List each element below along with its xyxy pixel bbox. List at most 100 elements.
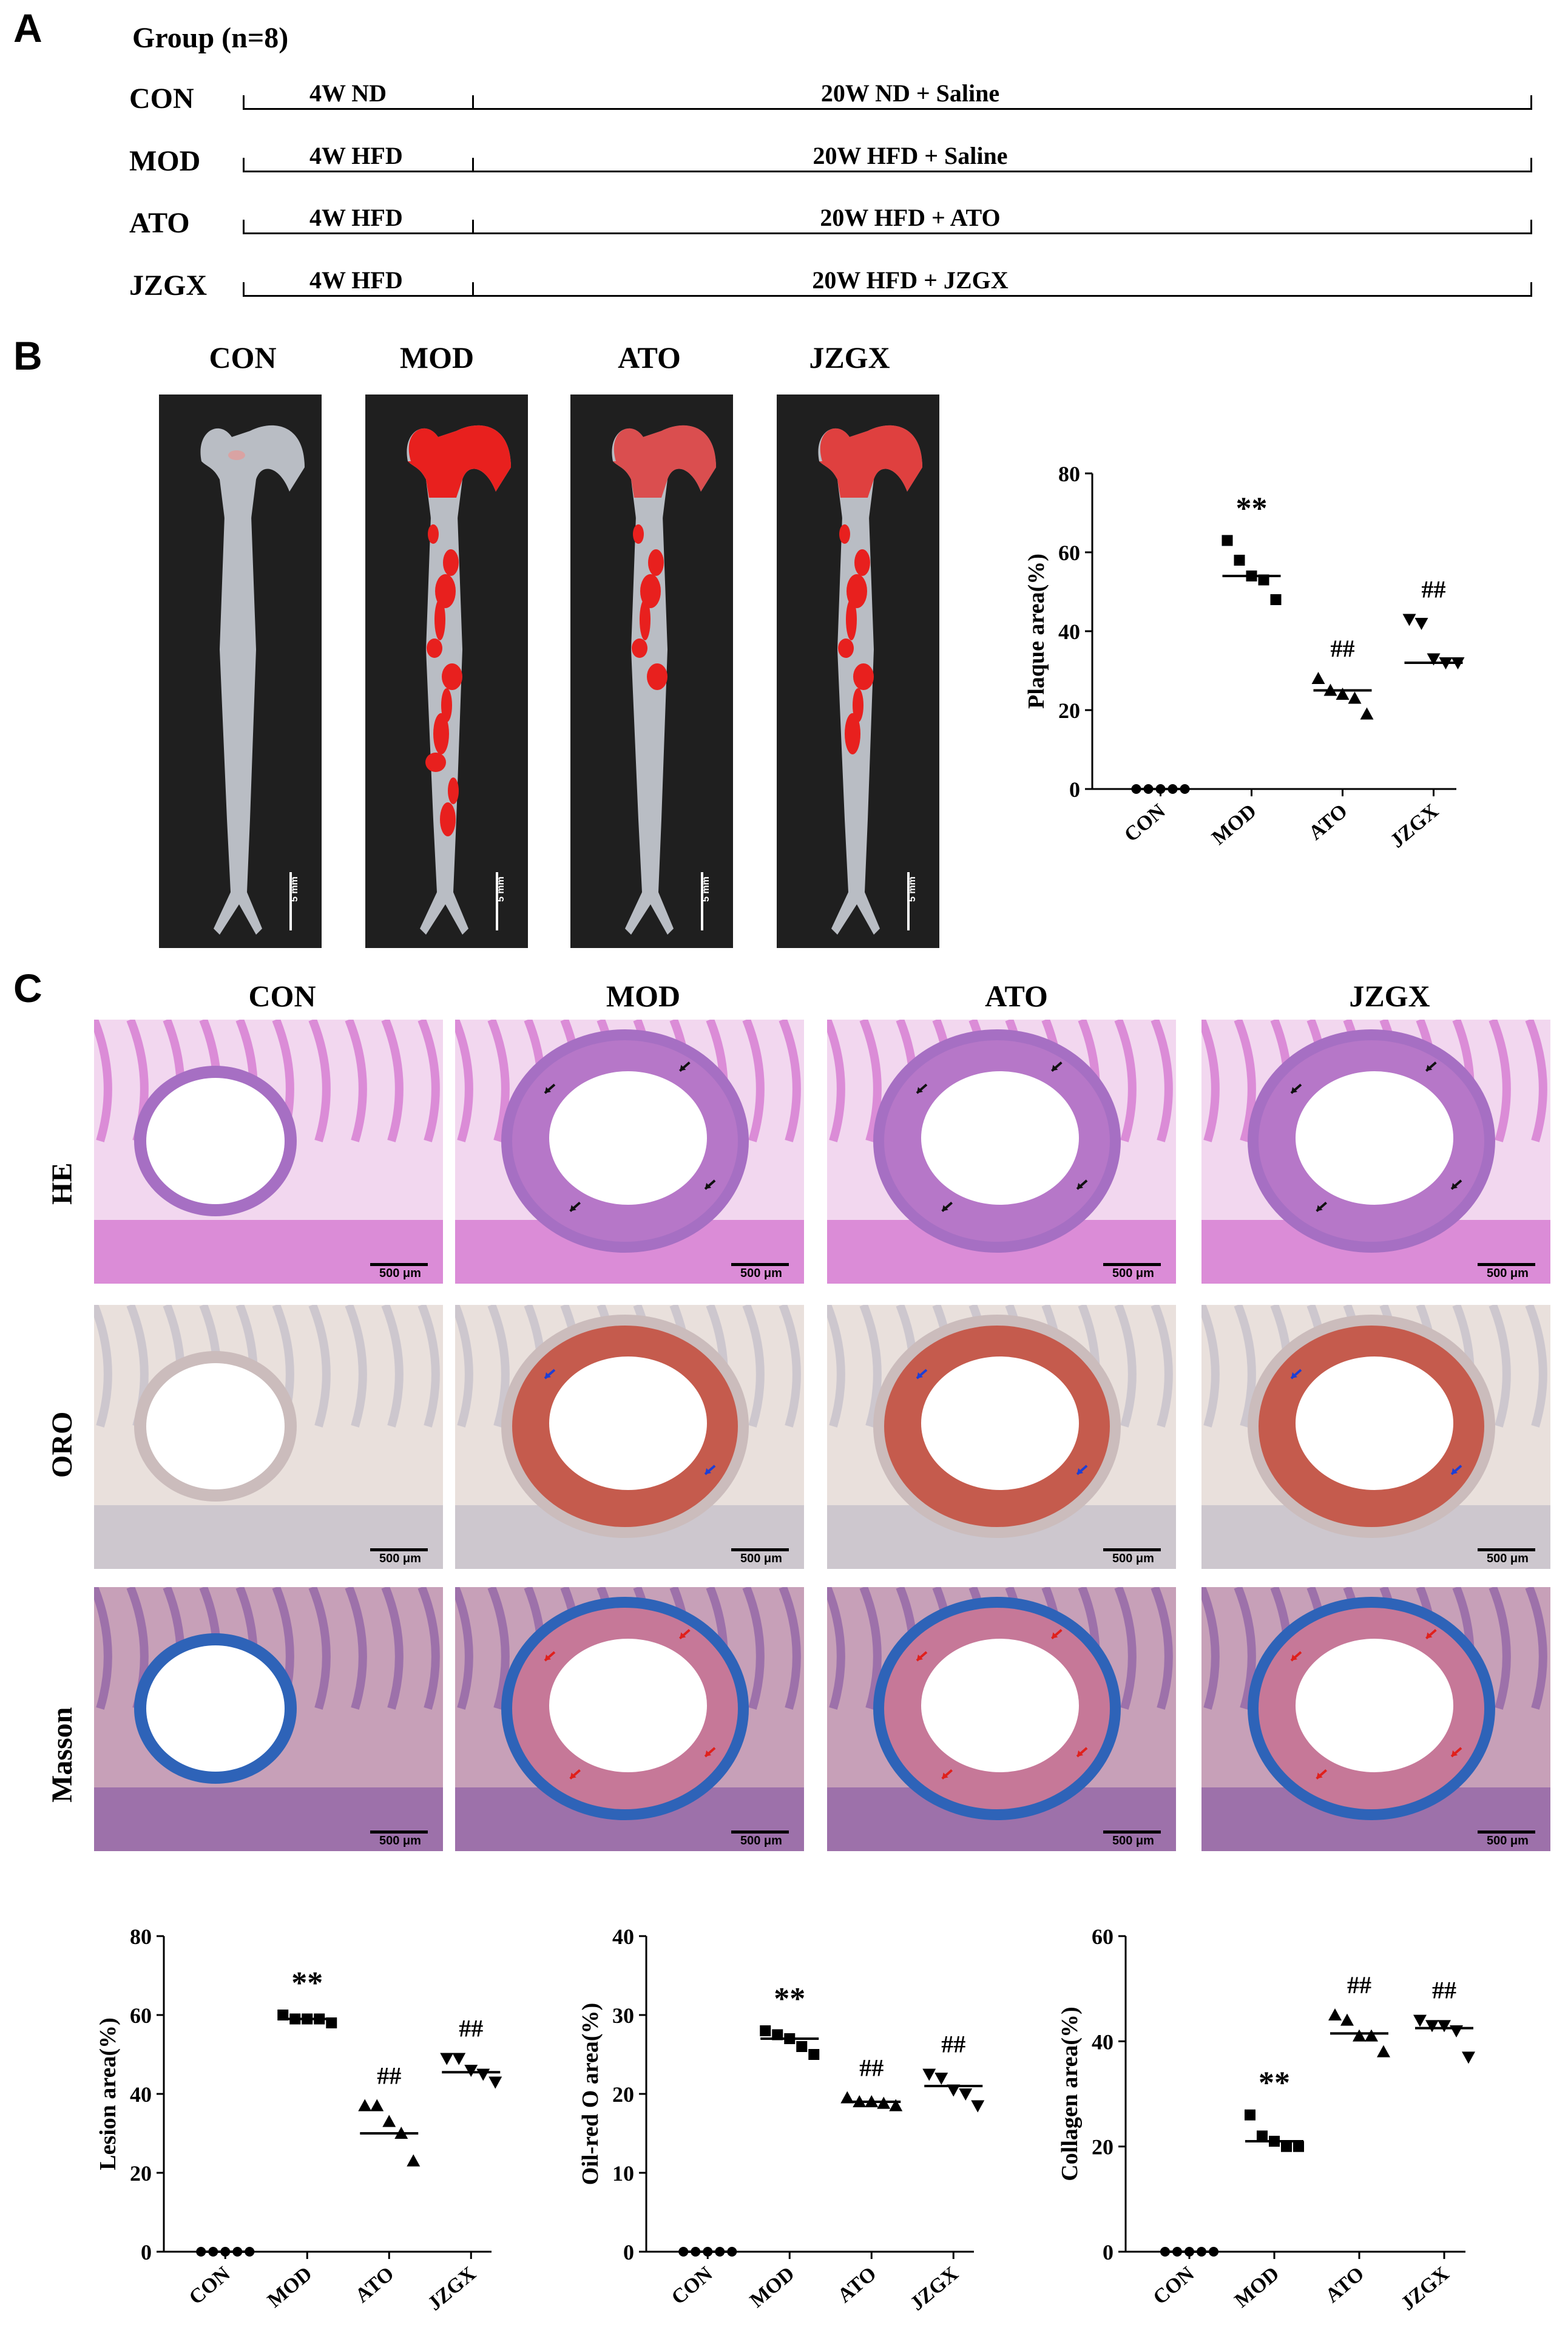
data-point [1281,2141,1292,2152]
scale-bar-500um [1478,1830,1535,1834]
data-point [1328,2008,1342,2020]
significance-annotation: ## [459,2015,483,2042]
timeline-group-label: MOD [129,145,201,177]
x-tick-label: CON [1120,800,1170,847]
scale-bar-5mm [701,872,703,930]
scale-label-500um: 500 μm [1487,1552,1529,1565]
data-point [947,2084,961,2097]
scale-bar-500um [731,1263,789,1266]
timeline-phase1-label: 4W HFD [309,204,403,231]
aorta-col-jzgx: JZGX [809,340,890,374]
micrograph-drawing [455,1020,804,1284]
scale-label-5mm: 5 mm [289,876,300,902]
data-point [452,2053,466,2065]
significance-annotation: ** [1236,492,1268,526]
y-tick-label: 40 [612,1925,634,1949]
y-tick-label: 80 [1058,462,1080,486]
data-point [796,2041,808,2052]
scale-label-500um: 500 μm [1487,1834,1529,1847]
micrograph-drawing [455,1587,804,1851]
micrograph-masson-mod [455,1587,804,1851]
micrograph-he-ato [827,1020,1176,1284]
x-tick-label: JZGX [1386,800,1443,853]
micrograph-masson-con [94,1587,443,1851]
timeline-line [243,232,1532,234]
lesion-area-chart: 0 20 40 60 80 Lesion area(%) CON MOD ** ATO ## JZGX… [95,1925,502,2315]
scale-bar-5mm [496,872,498,930]
timeline-phase2-label: 20W HFD + JZGX [812,266,1009,294]
y-tick-label: 40 [1092,2030,1113,2054]
micrograph-drawing [94,1587,443,1851]
y-tick-label: 10 [612,2161,634,2186]
micrograph-oro-jzgx [1201,1305,1550,1569]
x-tick-label: MOD [746,2263,799,2312]
micrograph-he-con [94,1020,443,1284]
timeline-tick-mid [472,95,474,110]
scale-label-500um: 500 μm [740,1834,782,1847]
data-point [370,2099,384,2112]
scale-bar-500um [1103,1263,1161,1266]
x-tick-label: MOD [1208,800,1260,850]
y-tick-label: 60 [130,2003,152,2028]
data-point [1360,707,1374,720]
y-axis-label: Lesion area(%) [95,2017,121,2170]
x-tick-label: ATO [1305,800,1352,845]
timeline-tick-mid [472,220,474,234]
panel-c-letter: C [13,966,42,1011]
significance-annotation: ** [1259,2066,1290,2101]
x-tick-label: CON [1149,2263,1198,2309]
data-point [1340,2013,1354,2026]
timeline-phase1-label: 4W ND [309,80,387,107]
micrograph-drawing [1201,1305,1550,1569]
data-point [959,2088,973,2101]
data-point [488,2076,502,2089]
data-point [1311,672,1325,684]
y-tick-label: 40 [1058,620,1080,644]
data-point [1427,653,1441,666]
section-col-jzgx: JZGX [1349,979,1430,1013]
x-tick-label: CON [185,2263,235,2309]
scale-label-500um: 500 μm [740,1267,782,1280]
y-tick-label: 0 [141,2240,152,2264]
y-tick-label: 0 [623,2240,634,2264]
data-point [1293,2141,1304,2152]
data-point [971,2100,985,2113]
significance-annotation: ## [941,2031,965,2058]
timeline-tick-end [1530,158,1532,172]
timeline-phase2-label: 20W HFD + ATO [820,204,1001,231]
data-point [840,2091,854,2104]
data-point [358,2099,372,2112]
aorta-drawing [612,425,716,935]
y-tick-label: 20 [612,2082,634,2107]
data-point [760,2025,771,2036]
timeline-phase2-label: 20W HFD + Saline [813,142,1008,169]
scale-bar-500um [370,1548,428,1551]
scale-label-500um: 500 μm [1112,1267,1154,1280]
timeline-tick-end [1530,95,1532,110]
scale-label-500um: 500 μm [1112,1552,1154,1565]
timeline-tick-start [243,220,245,234]
plaque-area-chart: 0 20 40 60 80 Plaque area(%) CON MOD ** ATO ## JZGX… [1024,462,1465,853]
micrograph-he-jzgx [1201,1020,1550,1284]
y-tick-label: 60 [1058,541,1080,565]
aorta-drawing [200,425,305,935]
data-point [1348,691,1362,704]
timeline-phase2-label: 20W ND + Saline [820,80,1000,107]
micrograph-oro-ato [827,1305,1176,1569]
data-point [1462,2051,1475,2064]
scale-bar-5mm [289,872,292,930]
data-point [440,2053,454,2065]
data-point [1413,2014,1427,2027]
x-tick-label: CON [667,2263,717,2309]
scale-label-500um: 500 μm [1487,1267,1529,1280]
x-tick-label: ATO [834,2263,881,2308]
collagen-area-chart: 0 20 40 60 Collagen area(%) CON MOD ** ATO ## JZGX… [1057,1925,1475,2315]
timeline-tick-start [243,282,245,297]
aorta-photo-jzgx [777,395,939,948]
timeline-group-label: ATO [129,207,190,239]
data-point [1377,2045,1390,2057]
data-point [1222,535,1233,546]
timeline-tick-start [243,95,245,110]
data-point [382,2115,396,2127]
oil-red-o-area-chart: 0 10 20 30 40 Oil-red O area(%) CON MOD ** ATO ## J… [578,1925,985,2315]
